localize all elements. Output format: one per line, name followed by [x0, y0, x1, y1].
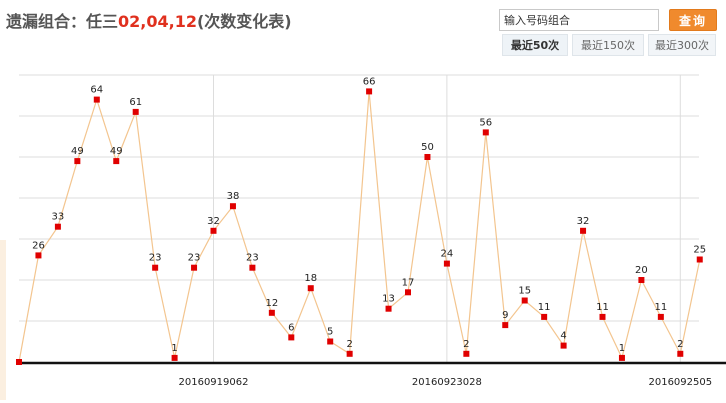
data-label: 32 [577, 216, 590, 227]
data-point [696, 256, 703, 263]
data-point [677, 350, 684, 357]
x-tick-label: 20160923028 [412, 377, 482, 388]
data-label: 1 [171, 343, 177, 354]
data-point [210, 227, 217, 234]
data-point [541, 313, 548, 320]
data-label: 20 [635, 265, 648, 276]
data-label: 2 [346, 339, 352, 350]
data-point [268, 309, 275, 316]
data-point [346, 350, 353, 357]
data-point [16, 359, 22, 365]
data-label: 64 [90, 85, 103, 96]
data-label: 49 [71, 146, 84, 157]
data-point [307, 285, 314, 292]
data-label: 11 [596, 302, 609, 313]
data-label: 23 [188, 253, 201, 264]
data-label: 23 [246, 253, 259, 264]
tab-recent-300[interactable]: 最近300次 [648, 34, 716, 56]
data-label: 11 [654, 302, 667, 313]
data-label: 15 [518, 286, 531, 297]
data-point [638, 277, 645, 283]
data-label: 6 [288, 322, 294, 333]
data-label: 5 [327, 327, 333, 338]
data-label: 17 [402, 277, 415, 288]
search-input[interactable] [499, 9, 659, 31]
data-point [424, 154, 431, 160]
data-point [502, 322, 509, 329]
data-point [657, 313, 664, 320]
data-label: 66 [363, 76, 376, 87]
data-point [405, 289, 411, 296]
data-point [327, 338, 334, 345]
data-label: 24 [441, 249, 454, 260]
title-prefix: 遗漏组合：任三 [6, 12, 119, 31]
data-point [560, 342, 567, 349]
data-point [191, 264, 198, 271]
data-label: 38 [227, 191, 240, 202]
data-point [113, 158, 120, 165]
data-point [618, 354, 625, 361]
data-point [599, 313, 606, 320]
data-label: 13 [382, 294, 395, 305]
data-point [521, 297, 528, 304]
data-point [366, 88, 373, 95]
data-label: 1 [619, 343, 625, 354]
data-label: 33 [52, 212, 65, 223]
series-line [18, 91, 701, 363]
data-point [74, 158, 81, 165]
data-point [93, 96, 100, 103]
data-label: 2 [463, 339, 469, 350]
title-combo: 02,04,12 [118, 12, 197, 31]
data-point [229, 203, 236, 210]
data-label: 61 [129, 97, 142, 108]
data-label: 32 [207, 216, 220, 227]
x-tick-label: 2016092505 [648, 377, 712, 388]
data-point [54, 223, 61, 230]
data-label: 9 [502, 310, 508, 321]
query-button[interactable]: 查询 [669, 9, 717, 31]
data-point [288, 334, 295, 341]
x-tick-label: 20160919062 [179, 377, 249, 388]
data-point [35, 252, 42, 259]
data-label: 4 [560, 331, 566, 342]
data-label: 25 [693, 245, 706, 256]
title-suffix: (次数变化表) [196, 12, 292, 31]
data-point [171, 354, 178, 361]
data-label: 23 [149, 253, 162, 264]
omission-line-chart: 20160919062 20160923028 201609250526334964… [16, 74, 726, 388]
data-label: 12 [265, 298, 278, 309]
data-point [249, 264, 256, 271]
page-title: 遗漏组合：任三02,04,12(次数变化表) [6, 8, 292, 32]
data-point [132, 108, 139, 115]
data-label: 2 [677, 339, 683, 350]
side-accent-bar [0, 240, 6, 400]
data-label: 18 [304, 273, 317, 284]
data-point [580, 227, 587, 234]
data-point [385, 305, 392, 312]
data-point [443, 260, 450, 267]
data-point [152, 264, 159, 271]
data-label: 26 [32, 240, 45, 251]
tab-recent-150[interactable]: 最近150次 [572, 34, 644, 56]
data-label: 49 [110, 146, 123, 157]
data-label: 11 [538, 302, 551, 313]
data-label: 50 [421, 142, 434, 153]
data-point [482, 129, 489, 136]
data-label: 56 [479, 117, 492, 128]
data-point [463, 350, 470, 357]
tab-recent-50[interactable]: 最近50次 [502, 34, 568, 56]
